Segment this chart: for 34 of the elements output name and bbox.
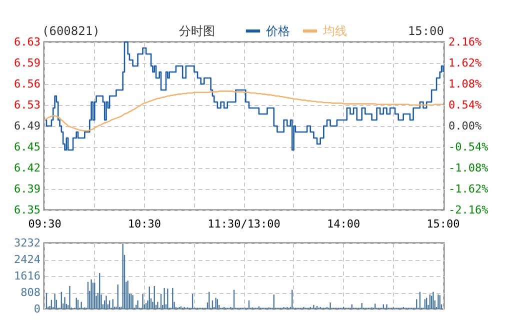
y2-tick-label: 0.00% [448, 120, 482, 132]
y-tick-label: 808 [20, 286, 40, 299]
y2-tick-label: -0.54% [448, 140, 489, 154]
legend-label: 价格 [265, 24, 290, 38]
y-tick-label: 6.39 [14, 182, 40, 196]
y-tick-label: 6.49 [14, 120, 40, 132]
x-tick-label: 15:00 [426, 218, 460, 230]
x-tick-label: 10:30 [128, 218, 161, 230]
chart-title: (600821) [42, 24, 100, 38]
y-tick-label: 2424 [14, 253, 41, 266]
y-tick-label: 6.35 [14, 204, 40, 216]
y2-tick-label: 1.62% [448, 56, 482, 70]
legend-label: 均线 [322, 24, 347, 38]
y-tick-label: 6.42 [14, 162, 40, 174]
line-series [44, 90, 444, 132]
x-tick-label: 09:30 [28, 218, 62, 230]
text: 分时图 [179, 24, 215, 38]
y2-tick-label: 1.08% [448, 78, 482, 90]
y2-tick-label: 2.16% [448, 36, 482, 48]
y-tick-label: 6.45 [14, 140, 40, 154]
x-tick-label: 14:00 [327, 218, 360, 230]
y2-tick-label: -2.16% [448, 204, 489, 216]
y-tick-label: 1616 [14, 270, 40, 282]
y2-tick-label: 0.54% [448, 98, 482, 112]
text: 15:00 [408, 24, 444, 38]
y-tick-label: 6.63 [14, 36, 40, 48]
y-tick-label: 6.56 [14, 78, 40, 90]
y-tick-label: 3232 [14, 236, 40, 250]
y-tick-label: 6.59 [14, 56, 40, 70]
x-tick-label: 11:30/13:00 [208, 218, 280, 230]
y2-tick-label: -1.62% [448, 182, 489, 196]
y-tick-label: 6.53 [14, 98, 40, 112]
y-tick-label: 0 [34, 302, 40, 316]
y2-tick-label: -1.08% [448, 162, 489, 174]
